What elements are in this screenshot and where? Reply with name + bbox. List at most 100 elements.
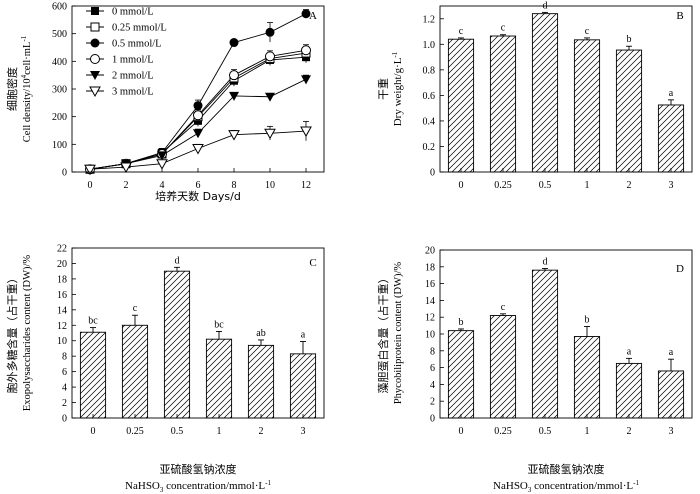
panel-a-y-tick-label: 0	[62, 168, 67, 179]
panel-c-x-label-sub: 3	[160, 486, 164, 494]
panel-b-x-tick-label: 0	[459, 180, 464, 191]
panel-a-y-label-en-main: Cell density/10	[22, 78, 33, 142]
panel-a-x-label: 培养天数 Days/d	[155, 189, 241, 203]
panel-a-y-tick-label: 100	[52, 140, 67, 151]
panel-b-y-tick-label: 0.2	[423, 142, 436, 153]
panel-a-y-tick-label: 600	[52, 2, 67, 13]
panel-d-x-tick-label: 0	[459, 426, 464, 437]
panel-d-y-tick-label: 4	[430, 380, 435, 391]
panel-a-data-point	[229, 70, 239, 81]
panel-b-y-tick-label: 0.8	[423, 65, 436, 76]
panel-a-legend-marker	[91, 7, 99, 15]
panel-c-x-tick-label: 1	[217, 426, 222, 437]
panel-a-data-point	[301, 75, 311, 85]
panel-a-data-point	[193, 110, 203, 121]
panel-a-data-point	[228, 130, 240, 141]
panel-a-legend: 0 mmol/L 0.25 mmol/L 0.5 mmol/L 1 mmol/L 2 m…	[86, 7, 167, 98]
panel-c-y-tick-label: 22	[57, 244, 67, 255]
panel-d-significance-label: b	[585, 314, 590, 325]
panel-d-bar	[531, 269, 559, 419]
panel-a-legend-marker	[90, 22, 100, 32]
panel-b-y-label-en-main: Dry weight/g·L	[392, 57, 404, 126]
panel-b-bar	[615, 49, 643, 173]
panel-a-legend-label: 0.25 mmol/L	[112, 23, 167, 34]
panel-a-legend-label: 0.5 mmol/L	[112, 39, 162, 50]
panel-d-y-tick-label: 6	[430, 363, 435, 374]
panel-c-title: C	[309, 257, 316, 269]
panel-b-y-tick-label: 1.2	[423, 14, 436, 25]
panel-d-y-tick-label: 8	[430, 346, 435, 357]
panel-d-y-tick-label: 14	[425, 296, 435, 307]
panel-d-significance-label: a	[627, 346, 632, 357]
panel-c-y-tick-label: 10	[57, 336, 67, 347]
panel-c-x-tick-label: 0	[91, 426, 96, 437]
panel-c-bar	[121, 324, 149, 419]
panel-a-x-tick-label: 10	[265, 180, 275, 191]
panel-b-x-tick-label: 3	[669, 180, 674, 191]
panel-d-bar	[447, 330, 475, 419]
panel-a-legend-marker	[90, 54, 100, 64]
panel-c-bar	[247, 344, 275, 419]
panel-d-y-tick-label: 0	[430, 414, 435, 425]
panel-b-bar	[573, 39, 601, 173]
panel-d-bar	[573, 336, 601, 419]
panel-a-frame	[71, 5, 325, 173]
panel-a-y-label-tail-exp: -1	[20, 35, 28, 41]
panel-d-significance-label: b	[459, 317, 464, 328]
panel-b-y-tick-label: 0.6	[423, 91, 436, 102]
panel-a-x-tick-label: 8	[232, 180, 237, 191]
panel-b-significance-label: b	[627, 34, 632, 45]
panel-b-significance-label: c	[459, 26, 464, 37]
panel-b-bar	[489, 35, 517, 173]
panel-d-bar	[615, 362, 643, 419]
panel-d-y-tick-label: 16	[425, 279, 435, 290]
panel-b-bar	[531, 13, 559, 173]
panel-c-frame	[71, 247, 325, 419]
panel-c-significance-label: c	[133, 303, 138, 314]
panel-c-significance-label: bc	[214, 319, 224, 330]
panel-a-data-point	[301, 9, 311, 19]
panel-a-legend-marker	[90, 38, 100, 48]
panel-c-bar	[163, 270, 191, 419]
panel-c-significance-label: bc	[88, 316, 98, 327]
panel-d-x-tick-label: 1	[585, 426, 590, 437]
panel-b-significance-label: c	[501, 23, 506, 34]
panel-c-y-label-cn: 胞外多糖含量（占干重）	[5, 273, 19, 394]
panel-a-y-tick-label: 400	[52, 57, 67, 68]
panel-a-data-point	[193, 129, 203, 139]
panel-c-y-tick-label: 4	[62, 383, 67, 394]
panel-d-x-label-cn: 亚硫酸氢钠浓度	[528, 462, 605, 476]
panel-d-bar	[489, 315, 517, 419]
panel-b-x-tick-label: 0.25	[494, 180, 512, 191]
panel-c-x-tick-label: 2	[259, 426, 264, 437]
panel-c-bar	[79, 331, 107, 419]
panel-a-x-tick-label: 0	[88, 180, 93, 191]
panel-d-y-tick-label: 18	[425, 262, 435, 273]
panel-a-x-tick-label: 12	[301, 180, 311, 191]
panel-a-legend-label: 1 mmol/L	[112, 55, 154, 66]
panel-d-title: D	[676, 263, 684, 275]
panel-c-bar	[289, 353, 317, 419]
panel-a-data-point	[229, 91, 239, 101]
panel-d-x-label-en-main: NaHSO	[493, 480, 528, 492]
panel-c-significance-label: ab	[256, 328, 265, 339]
panel-a-y-label-tail: cell·mL	[22, 42, 33, 75]
panel-a-x-tick-label: 4	[160, 180, 165, 191]
panel-a-data-point	[156, 159, 168, 170]
panel-c-x-tick-label: 0.25	[126, 426, 144, 437]
panel-a-legend-label: 0 mmol/L	[112, 7, 154, 18]
panel-a-data-point	[192, 143, 204, 155]
panel-c-x-label-tail: concentration/mmol·L	[163, 480, 265, 492]
panel-a-data-point	[265, 27, 275, 37]
panel-c-y-tick-label: 0	[62, 414, 67, 425]
panel-b-significance-label: a	[669, 88, 674, 99]
panel-b-bar	[657, 104, 685, 173]
panel-d-bar	[657, 370, 685, 419]
panel-c-x-label-en-main: NaHSO	[125, 480, 160, 492]
panel-c-y-tick-label: 12	[57, 321, 67, 332]
panel-d-x-tick-label: 3	[669, 426, 674, 437]
panel-d-y-label-en: Phycobiliprotein content (DW)/%	[393, 262, 404, 405]
